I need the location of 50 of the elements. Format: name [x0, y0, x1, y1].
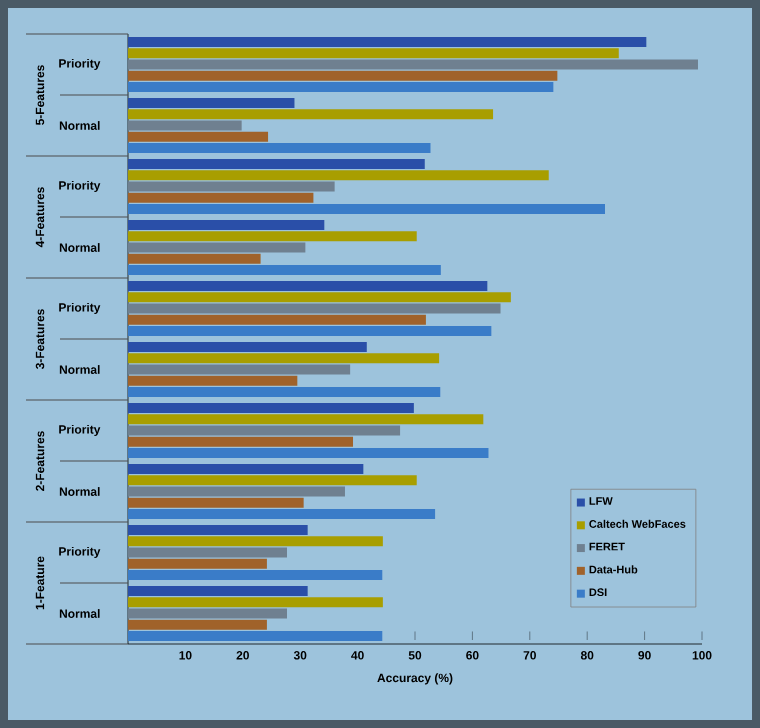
bar	[128, 619, 267, 630]
bar	[128, 303, 501, 314]
bar	[128, 181, 335, 192]
bar	[128, 170, 549, 181]
bar	[128, 536, 383, 547]
bar	[128, 586, 308, 597]
bar	[128, 447, 489, 458]
bar	[128, 425, 401, 436]
bar	[128, 525, 308, 536]
bar	[128, 558, 267, 569]
bar	[128, 314, 426, 325]
bar	[128, 353, 440, 364]
bar	[128, 375, 298, 386]
bar	[128, 486, 345, 497]
bar	[128, 253, 261, 264]
bar	[128, 98, 295, 109]
bar	[128, 70, 558, 81]
bar	[128, 508, 436, 519]
bar	[128, 81, 554, 92]
bar	[128, 464, 364, 475]
bar	[128, 120, 242, 131]
bar	[128, 131, 269, 142]
bar	[128, 475, 417, 486]
bar	[128, 203, 605, 214]
bar	[128, 608, 287, 619]
bar	[128, 630, 383, 641]
bar	[128, 37, 647, 48]
bar	[128, 264, 441, 275]
bar	[128, 569, 383, 580]
bar	[128, 547, 287, 558]
bar	[128, 159, 425, 170]
bar	[128, 142, 431, 153]
bar	[128, 597, 383, 608]
bar	[128, 220, 325, 231]
bar	[128, 436, 354, 447]
bar	[128, 281, 488, 292]
bar	[128, 292, 511, 303]
bar	[128, 242, 306, 253]
bar	[128, 59, 698, 70]
bar	[128, 109, 494, 120]
bar	[128, 48, 619, 59]
bar	[128, 325, 492, 336]
bar	[128, 342, 367, 353]
bar	[128, 414, 484, 425]
bar	[128, 386, 441, 397]
bar	[128, 497, 304, 508]
bar	[128, 231, 417, 242]
bar	[128, 403, 414, 414]
bar	[128, 192, 314, 203]
bar	[128, 364, 351, 375]
